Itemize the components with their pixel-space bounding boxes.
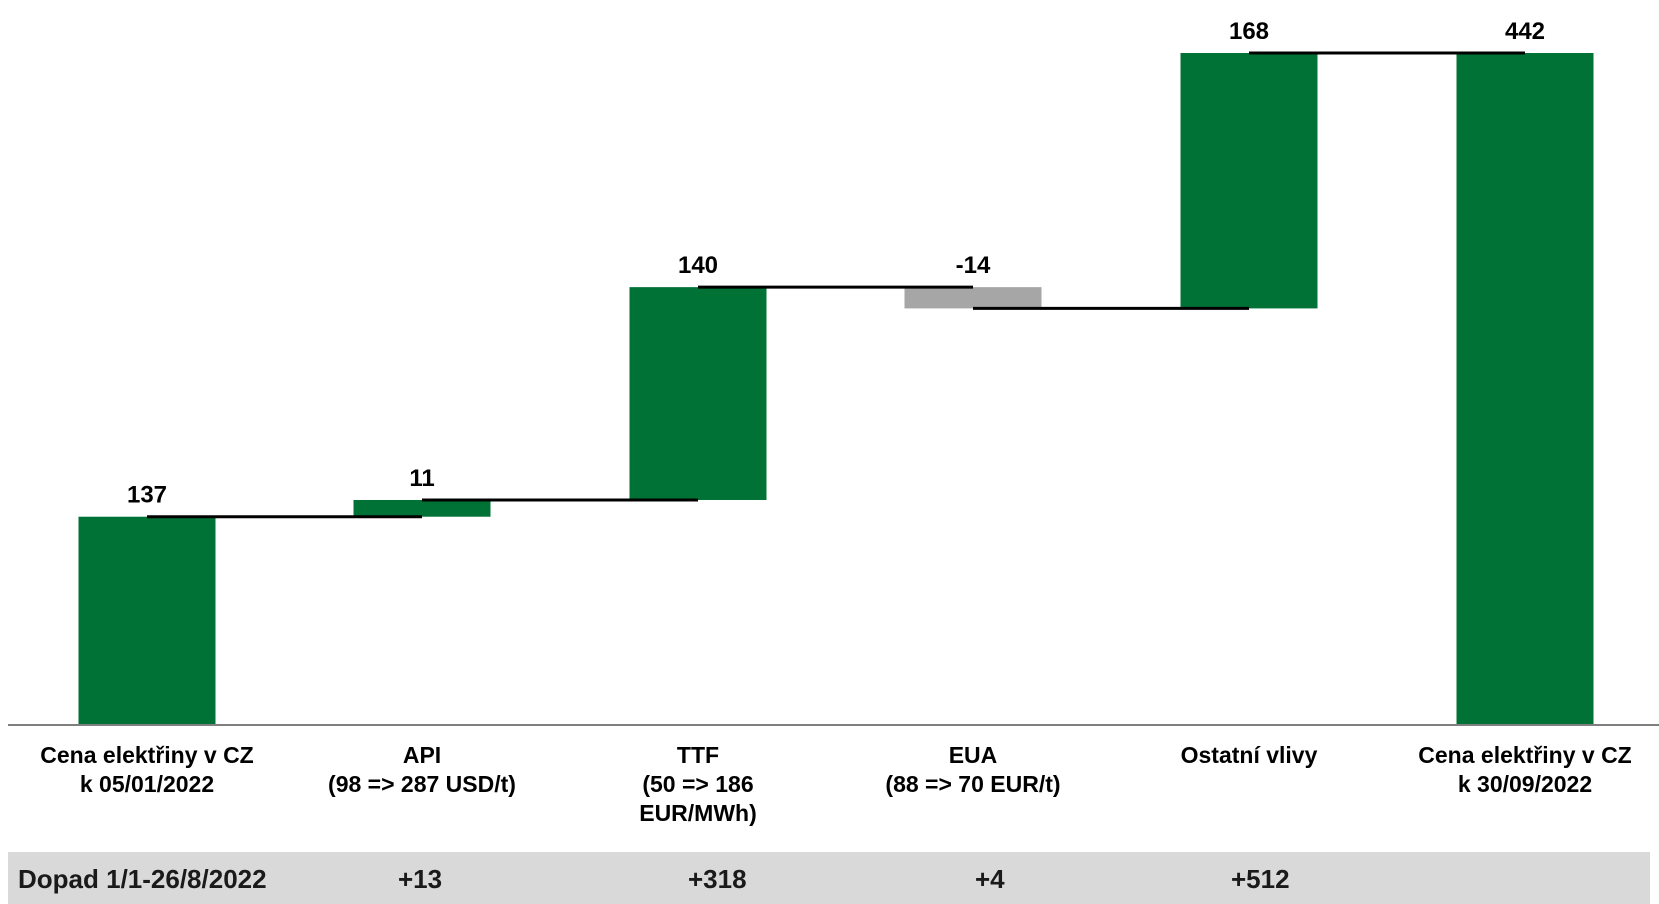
bars-group	[78, 53, 1594, 725]
value-label-api: 11	[409, 465, 434, 492]
impact-value-other: +512	[1231, 864, 1290, 894]
impact-value-api: +13	[398, 864, 443, 894]
value-label-start-price: 137	[127, 482, 167, 509]
value-label-other-effects: 168	[1229, 18, 1269, 45]
value-label-end-price: 442	[1505, 18, 1545, 45]
value-label-ttf: 140	[678, 252, 718, 279]
category-label-eua: EUA (88 => 70 EUR/t)	[885, 742, 1060, 797]
bar-start-price	[78, 516, 216, 725]
category-label-end-price: Cena elektřiny v CZ k 30/09/2022	[1418, 742, 1631, 797]
bar-api	[353, 499, 491, 517]
connectors-group	[147, 51, 1525, 519]
value-label-eua: -14	[956, 252, 991, 279]
impact-row-label: Dopad 1/1-26/8/2022	[18, 864, 267, 894]
category-label-start-price: Cena elektřiny v CZ k 05/01/2022	[40, 742, 253, 797]
waterfall-chart: 137 11 140 -14 168 442 Cena elektřiny v CZ k 0…	[8, 18, 1659, 826]
category-label-other-effects: Ostatní vlivy	[1181, 742, 1318, 768]
impact-value-eua: +4	[975, 864, 1005, 894]
impact-row: Dopad 1/1-26/8/2022 +13 +318 +4 +512	[8, 852, 1650, 904]
bar-ttf	[629, 287, 767, 500]
category-label-ttf: TTF (50 => 186 EUR/MWh)	[639, 742, 757, 826]
bar-other-effects	[1180, 53, 1318, 309]
category-labels-group: Cena elektřiny v CZ k 05/01/2022 API (98 =>…	[40, 742, 1631, 826]
impact-value-ttf: +318	[688, 864, 747, 894]
bar-eua	[904, 287, 1042, 309]
category-label-api: API (98 => 287 USD/t)	[328, 742, 516, 797]
value-labels-group: 137 11 140 -14 168 442	[127, 18, 1545, 509]
bar-end-price	[1456, 53, 1594, 725]
